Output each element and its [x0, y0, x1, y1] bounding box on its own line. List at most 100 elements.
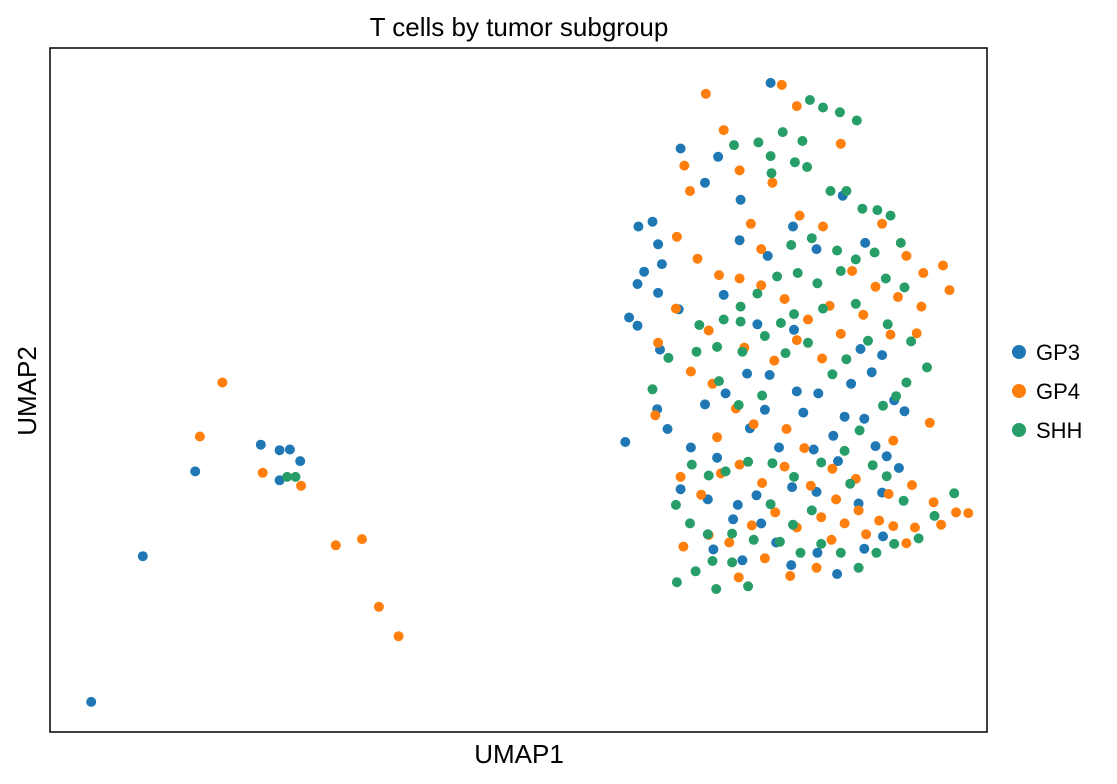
point-shh-63: [913, 533, 924, 544]
point-shh-34: [841, 354, 852, 365]
point-gp3-27: [859, 413, 870, 424]
point-gp4-20: [803, 314, 813, 325]
legend-label-gp4: GP4: [1036, 379, 1080, 404]
point-shh-94: [899, 282, 910, 293]
point-gp4-16: [893, 292, 903, 302]
point-gp4-53: [839, 518, 850, 529]
point-gp4-93: [393, 631, 404, 642]
point-shh-14: [857, 203, 868, 214]
point-gp3-23: [791, 386, 802, 397]
point-gp3-13: [632, 320, 643, 331]
legend-label-gp3: GP3: [1036, 340, 1080, 365]
point-gp4-27: [703, 325, 714, 336]
point-gp3-1: [713, 151, 724, 162]
point-shh-0: [804, 95, 815, 105]
point-gp4-8: [794, 210, 805, 221]
point-gp4-86: [194, 431, 205, 442]
point-shh-30: [759, 331, 770, 341]
point-shh-2: [834, 107, 845, 118]
point-shh-22: [792, 268, 803, 278]
point-gp4-61: [696, 489, 707, 500]
point-gp3-10: [656, 259, 667, 270]
point-shh-62: [889, 538, 900, 549]
series-gp3: [86, 77, 910, 707]
point-shh-16: [885, 210, 896, 221]
point-shh-24: [752, 288, 763, 299]
scatter-points: [86, 77, 974, 707]
point-gp3-3: [735, 194, 746, 205]
legend-marker-shh: [1012, 423, 1026, 437]
point-gp3-8: [639, 266, 650, 277]
point-gp4-71: [811, 562, 822, 573]
point-gp4-10: [877, 218, 888, 229]
point-shh-15: [872, 205, 883, 216]
point-shh-81: [714, 376, 724, 387]
point-gp3-32: [774, 442, 784, 453]
point-gp4-0: [776, 79, 787, 90]
point-gp3-0: [765, 77, 776, 88]
point-gp4-81: [650, 410, 661, 421]
point-gp4-72: [785, 571, 796, 581]
point-shh-48: [720, 466, 731, 477]
point-shh-66: [898, 495, 909, 506]
point-gp3-7: [633, 221, 644, 232]
point-shh-75: [690, 566, 701, 577]
point-gp3-72: [190, 466, 201, 477]
point-gp3-69: [811, 244, 822, 255]
point-gp4-45: [907, 480, 917, 491]
point-gp3-76: [295, 456, 306, 467]
point-shh-18: [869, 247, 880, 258]
point-gp3-56: [620, 437, 631, 447]
point-gp3-67: [762, 250, 773, 261]
point-shh-28: [712, 341, 723, 352]
point-gp3-58: [700, 399, 710, 410]
point-shh-31: [780, 348, 791, 359]
point-gp4-82: [675, 471, 686, 482]
point-shh-60: [853, 562, 864, 573]
point-shh-47: [743, 456, 754, 467]
point-gp4-11: [901, 250, 912, 261]
point-shh-9: [789, 157, 800, 168]
point-gp4-42: [827, 463, 838, 474]
point-gp4-63: [734, 459, 745, 470]
point-shh-73: [727, 557, 738, 568]
point-gp4-64: [757, 478, 768, 488]
point-gp3-51: [786, 560, 797, 571]
point-shh-13: [841, 186, 852, 196]
point-shh-33: [827, 369, 838, 380]
point-shh-1: [818, 102, 828, 113]
point-shh-78: [711, 584, 722, 594]
point-gp4-49: [936, 519, 947, 530]
point-gp4-26: [671, 231, 682, 242]
point-shh-74: [707, 556, 718, 566]
point-shh-91: [806, 233, 817, 244]
point-gp4-33: [858, 309, 869, 320]
point-gp4-73: [759, 553, 770, 564]
point-gp4-13: [938, 260, 948, 271]
point-gp3-24: [798, 407, 809, 418]
point-gp3-17: [752, 319, 763, 330]
point-gp4-78: [653, 337, 664, 348]
point-gp3-41: [787, 482, 798, 493]
point-gp3-20: [877, 350, 888, 361]
point-gp4-80: [712, 432, 723, 443]
point-gp4-91: [357, 534, 367, 545]
point-gp3-30: [833, 456, 843, 467]
point-gp4-22: [756, 280, 767, 291]
point-shh-58: [816, 538, 827, 549]
point-gp3-18: [789, 324, 799, 335]
point-shh-54: [727, 528, 738, 539]
point-gp4-23: [734, 273, 745, 284]
point-gp3-74: [274, 445, 285, 456]
legend-marker-gp3: [1012, 345, 1026, 359]
point-shh-50: [686, 459, 697, 470]
point-gp3-11: [653, 287, 664, 298]
point-gp4-31: [817, 353, 828, 364]
point-gp4-3: [718, 125, 729, 136]
point-gp3-6: [653, 239, 664, 250]
point-gp3-55: [878, 531, 888, 542]
point-gp4-54: [816, 512, 827, 523]
point-shh-80: [757, 390, 768, 401]
point-shh-3: [851, 115, 862, 126]
point-gp3-35: [685, 442, 696, 453]
